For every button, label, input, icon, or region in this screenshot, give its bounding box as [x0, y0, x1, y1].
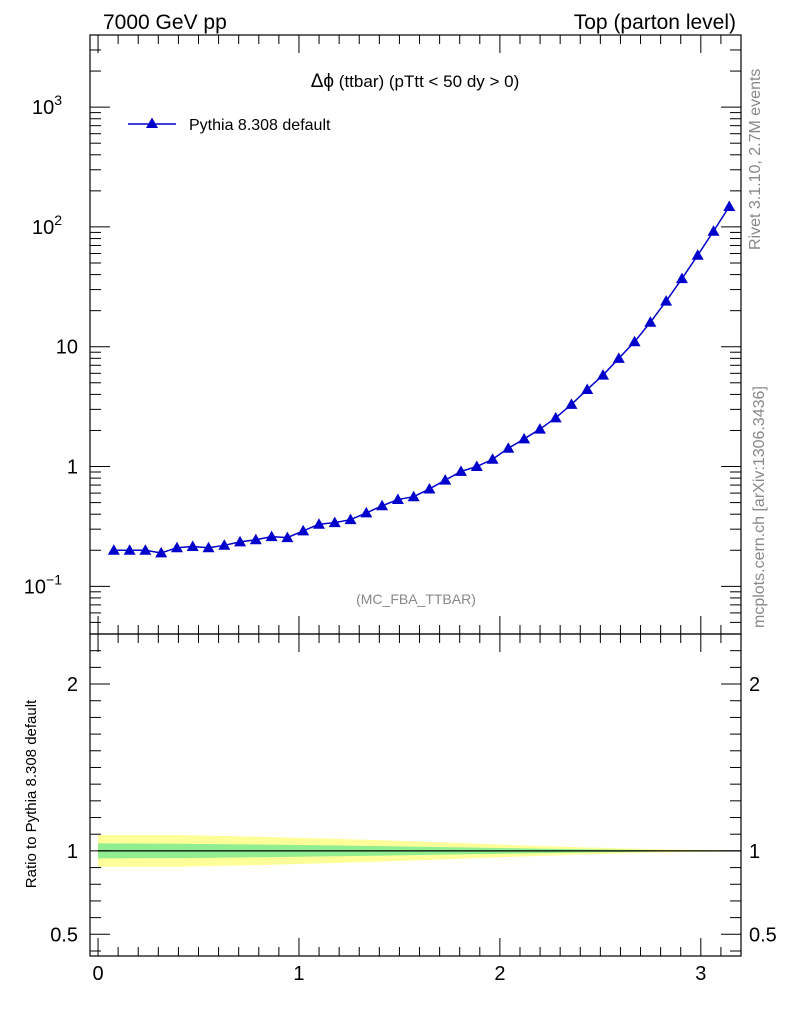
main-y-ticks: 10−1 1 10 102 103 [24, 35, 741, 634]
data-point-marker [202, 541, 215, 553]
rivet-version-label: Rivet 3.1.10, 2.7M events [747, 69, 764, 250]
data-series-pythia [107, 200, 736, 558]
data-point-marker [249, 533, 262, 545]
ratio-uncertainty-band [98, 835, 741, 867]
legend-label: Pythia 8.308 default [189, 117, 331, 134]
data-point-marker [533, 423, 546, 434]
data-point-marker [155, 546, 168, 558]
legend: Pythia 8.308 default [128, 117, 331, 134]
data-point-marker [644, 316, 657, 327]
y-tick-label: 10−1 [24, 571, 62, 598]
y-tick-label: 102 [32, 212, 62, 239]
x-tick-label: 2 [494, 963, 505, 985]
data-point-marker [502, 442, 515, 453]
data-point-marker [265, 530, 278, 542]
data-point-marker [407, 490, 420, 502]
ratio-plot-frame [89, 633, 742, 957]
data-point-marker [454, 465, 467, 476]
data-point-marker [691, 249, 704, 260]
data-point-marker [170, 541, 183, 553]
mcplots-label: mcplots.cern.ch [arXiv:1306.3436] [751, 386, 768, 628]
ratio-y-tick-label-right: 2 [749, 674, 760, 696]
data-point-marker [470, 460, 483, 472]
plot-title: Δϕ (ttbar) (pTtt < 50 dy > 0) [311, 71, 520, 92]
header-left-label: 7000 GeV pp [103, 11, 227, 34]
data-point-marker [628, 335, 641, 347]
data-point-marker [139, 544, 152, 555]
ratio-y-tick-label-right: 1 [749, 841, 760, 863]
data-point-marker [391, 493, 404, 505]
x-tick-label: 3 [695, 963, 706, 985]
title-text: (ttbar) (pTtt < 50 dy > 0) [334, 72, 519, 91]
main-plot-frame [89, 34, 742, 635]
series-line [113, 206, 730, 554]
data-point-marker [707, 225, 720, 236]
data-point-marker [360, 506, 373, 518]
data-point-marker [376, 499, 389, 511]
analysis-label: (MC_FBA_TTBAR) [356, 591, 476, 607]
x-tick-label: 0 [92, 963, 103, 985]
y-tick-label: 1 [67, 457, 78, 479]
data-point-marker [660, 295, 673, 306]
data-point-marker [565, 398, 578, 409]
data-point-marker [123, 544, 136, 555]
data-point-marker [234, 535, 247, 547]
header-right-label: Top (parton level) [574, 11, 736, 34]
data-point-marker [344, 513, 357, 525]
data-point-marker [107, 544, 120, 555]
legend-marker [146, 117, 158, 128]
y-tick-label: 103 [32, 92, 62, 119]
data-point-marker [312, 518, 325, 529]
ratio-y-tick-label-left: 2 [67, 674, 78, 696]
data-point-marker [486, 453, 499, 464]
data-point-marker [723, 200, 736, 212]
ratio-ticks: 0.5 0.5 1 1 2 2 0 1 2 3 [50, 634, 777, 985]
y-tick-label: 10 [56, 337, 78, 359]
data-point-marker [612, 352, 625, 363]
x-tick-label: 1 [293, 963, 304, 985]
title-symbol: Δϕ [311, 71, 334, 92]
data-point-marker [328, 516, 341, 528]
data-point-marker [186, 540, 199, 552]
data-point-marker [297, 524, 310, 536]
data-point-marker [281, 531, 294, 543]
data-point-marker [581, 383, 594, 394]
data-point-marker [439, 474, 452, 485]
data-point-marker [423, 482, 436, 494]
ratio-y-axis-label: Ratio to Pythia 8.308 default [23, 699, 40, 888]
data-point-marker [549, 411, 562, 423]
data-point-marker [218, 539, 231, 550]
ratio-y-tick-label-left: 0.5 [50, 924, 78, 946]
data-point-marker [675, 272, 688, 284]
ratio-y-tick-label-left: 1 [67, 841, 78, 863]
ratio-y-tick-label-right: 0.5 [749, 924, 777, 946]
data-point-marker [518, 432, 531, 444]
data-point-marker [597, 369, 610, 380]
